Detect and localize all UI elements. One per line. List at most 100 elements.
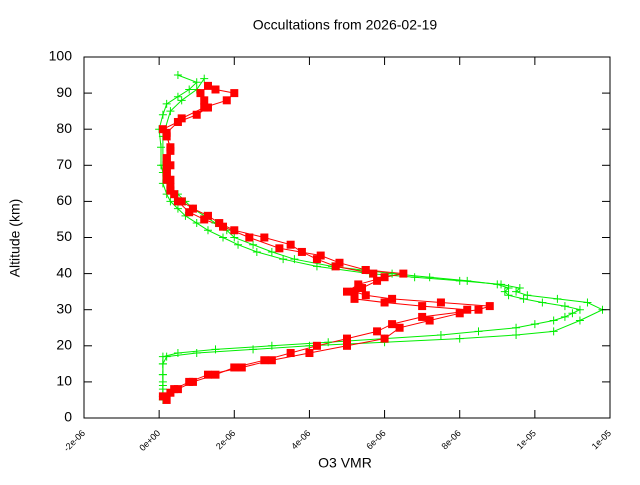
square-marker <box>166 161 175 170</box>
plus-marker <box>560 302 569 311</box>
plus-marker <box>455 334 464 343</box>
square-marker <box>219 222 228 231</box>
plus-marker <box>549 327 558 336</box>
square-marker <box>418 302 427 311</box>
plus-marker <box>512 330 521 339</box>
plus-marker <box>523 291 532 300</box>
plus-marker <box>530 320 539 329</box>
plus-marker <box>538 298 547 307</box>
square-marker <box>162 154 171 163</box>
square-marker <box>361 265 370 274</box>
square-marker <box>312 341 321 350</box>
square-marker <box>354 280 363 289</box>
plus-marker <box>158 359 167 368</box>
y-tick-label: 100 <box>49 48 73 64</box>
square-marker <box>305 349 314 358</box>
square-marker <box>388 320 397 329</box>
square-marker <box>361 291 370 300</box>
plus-marker <box>463 276 472 285</box>
plus-marker <box>173 349 182 358</box>
square-marker <box>316 251 325 260</box>
plus-marker <box>497 280 506 289</box>
plus-marker <box>575 316 584 325</box>
square-marker <box>395 323 404 332</box>
square-marker <box>230 226 239 235</box>
plus-marker <box>173 92 182 101</box>
square-marker <box>380 298 389 307</box>
plus-marker <box>173 204 182 213</box>
plus-marker <box>549 316 558 325</box>
plus-marker <box>192 219 201 228</box>
square-marker <box>485 302 494 311</box>
square-marker <box>237 363 246 372</box>
square-marker <box>196 89 205 98</box>
square-marker <box>230 363 239 372</box>
square-marker <box>200 103 209 112</box>
square-marker <box>380 273 389 282</box>
square-marker <box>230 89 239 98</box>
square-marker <box>177 114 186 123</box>
plus-marker <box>519 294 528 303</box>
plus-marker <box>234 240 243 249</box>
plus-marker <box>249 345 258 354</box>
plus-marker <box>162 352 171 361</box>
plus-marker <box>560 312 569 321</box>
square-marker <box>436 298 445 307</box>
square-marker <box>162 395 171 404</box>
square-marker <box>260 356 269 365</box>
square-marker <box>297 247 306 256</box>
y-tick-label: 50 <box>56 228 72 244</box>
chart-title: Occultations from 2026-02-19 <box>253 17 438 33</box>
square-marker <box>343 287 351 296</box>
y-tick-label: 0 <box>64 409 72 425</box>
plus-marker <box>512 323 521 332</box>
square-marker <box>335 258 344 267</box>
plus-marker <box>158 381 167 390</box>
square-marker <box>373 276 382 285</box>
plot-area <box>155 71 607 404</box>
plus-marker <box>267 341 276 350</box>
square-marker <box>192 110 201 119</box>
square-marker <box>222 96 231 105</box>
plus-marker <box>504 291 513 300</box>
square-marker <box>200 215 209 224</box>
plus-marker <box>185 85 194 94</box>
plus-marker <box>166 107 175 116</box>
square-marker <box>166 175 175 184</box>
square-marker <box>185 208 194 217</box>
square-marker <box>173 197 182 206</box>
plus-marker <box>162 99 171 108</box>
y-tick-label: 30 <box>56 300 72 316</box>
plus-marker <box>203 226 212 235</box>
square-marker <box>203 81 212 90</box>
square-marker <box>399 269 408 278</box>
y-tick-label: 70 <box>56 156 72 172</box>
square-marker <box>166 186 175 195</box>
plus-marker <box>474 327 483 336</box>
y-axis-label: Altitude (km) <box>7 199 23 278</box>
plus-marker <box>192 78 201 87</box>
plus-marker <box>515 284 524 293</box>
plus-marker <box>388 269 397 278</box>
square-marker <box>211 370 220 379</box>
square-marker <box>350 294 359 303</box>
y-tick-label: 60 <box>56 192 72 208</box>
plus-marker <box>583 298 592 307</box>
plus-marker <box>200 74 209 83</box>
plus-marker <box>436 330 445 339</box>
y-tick-label: 10 <box>56 373 72 389</box>
plus-marker <box>425 273 434 282</box>
x-axis-label: O3 VMR <box>318 455 372 471</box>
plus-marker <box>324 338 333 347</box>
plus-marker <box>312 262 321 271</box>
plus-marker <box>512 287 521 296</box>
plus-marker <box>290 255 299 264</box>
square-marker <box>170 385 179 394</box>
plus-marker <box>158 110 167 119</box>
square-marker <box>425 316 434 325</box>
square-marker <box>211 85 220 94</box>
plus-marker <box>211 345 220 354</box>
square-marker <box>185 377 194 386</box>
y-tick-label: 40 <box>56 264 72 280</box>
plus-marker <box>553 294 562 303</box>
